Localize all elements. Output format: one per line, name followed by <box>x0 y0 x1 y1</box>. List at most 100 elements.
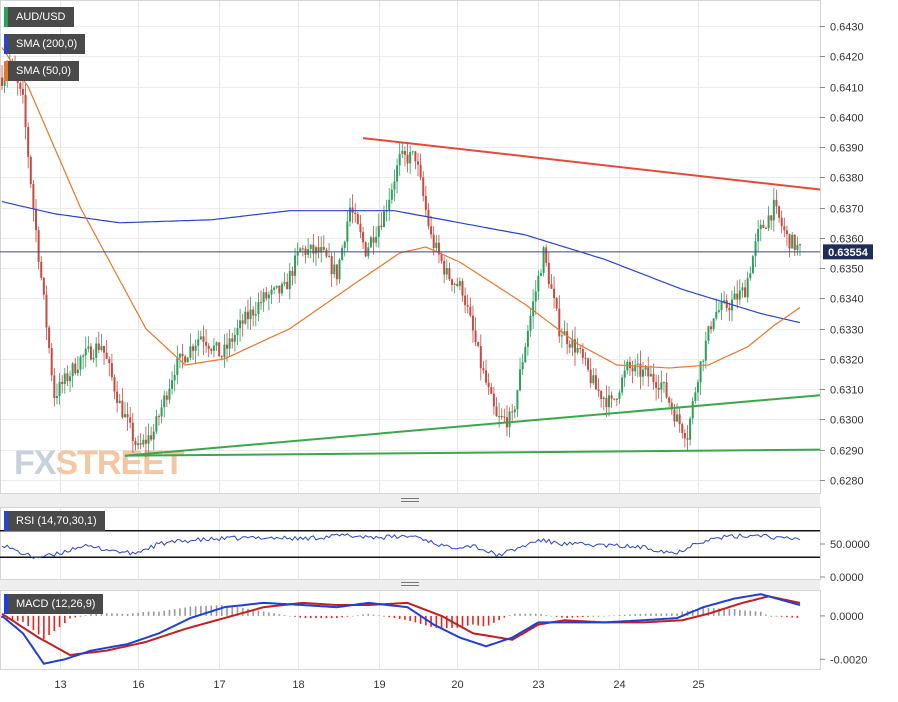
candle-body <box>301 248 304 250</box>
candle-body <box>403 150 406 155</box>
macd-histogram-bar <box>744 610 746 616</box>
macd-tick-label: 0.0000 <box>830 611 864 623</box>
candle-body <box>273 287 276 290</box>
candle-body <box>644 367 647 370</box>
candle-body <box>791 234 794 249</box>
sma50-swatch <box>4 61 8 81</box>
candle-body <box>759 224 762 229</box>
candle-body <box>631 368 634 372</box>
candle-body <box>139 443 142 445</box>
macd-swatch <box>4 594 8 614</box>
macd-histogram-bar <box>681 611 684 616</box>
candle-body <box>448 267 451 280</box>
candle-body <box>757 228 760 242</box>
candle-body <box>95 343 98 358</box>
candle-body <box>63 373 66 385</box>
macd-histogram-bar <box>294 615 296 617</box>
candle-body <box>710 326 713 330</box>
candle-body <box>244 311 247 324</box>
candle-body <box>328 256 331 258</box>
candle-body <box>110 363 113 378</box>
candle-body <box>691 400 694 419</box>
candle-body <box>668 397 671 403</box>
candle-body <box>437 242 440 255</box>
macd-histogram-bar <box>152 611 155 616</box>
macd-histogram-bar <box>477 615 479 626</box>
sma200-legend[interactable]: SMA (200,0) <box>4 34 86 54</box>
candle-body <box>100 345 103 351</box>
macd-histogram-bar <box>566 615 568 618</box>
candle-body <box>212 345 215 351</box>
sma50-legend[interactable]: SMA (50,0) <box>4 61 80 81</box>
candle-body <box>725 300 728 308</box>
time-axis: 13 16 17 18 19 20 23 24 25 <box>54 679 704 691</box>
candle-body <box>348 207 351 222</box>
candle-body <box>414 151 417 162</box>
candle-body <box>254 314 257 316</box>
macd-histogram-bar <box>618 615 621 616</box>
sma50-label: SMA (50,0) <box>16 65 72 77</box>
symbol-label[interactable]: AUD/USD <box>4 7 74 27</box>
candle-body <box>424 196 427 211</box>
macd-histogram-bar <box>430 615 432 627</box>
macd-histogram-bar <box>27 615 29 626</box>
rsi-legend[interactable]: RSI (14,70,30,1) <box>4 511 105 531</box>
macd-histogram-bar <box>330 615 333 619</box>
macd-histogram-bar <box>304 615 307 619</box>
candle-body <box>592 375 595 384</box>
candle-body <box>71 363 74 377</box>
candle-body <box>764 227 767 229</box>
macd-histogram-bar <box>650 613 652 616</box>
candle-body <box>545 247 548 263</box>
candle-body <box>113 377 116 392</box>
candle-body <box>605 397 608 408</box>
price-tick-label: 0.6400 <box>830 113 864 125</box>
candle-body <box>594 375 597 390</box>
candle-body <box>123 414 126 418</box>
macd-histogram-bar <box>278 614 281 616</box>
candle-body <box>571 339 574 348</box>
macd-histogram-bar <box>519 613 521 616</box>
candle-body <box>432 234 435 249</box>
macd-legend[interactable]: MACD (12,26,9) <box>4 594 104 614</box>
candle-body <box>108 358 111 364</box>
price-tick-label: 0.6410 <box>830 83 864 95</box>
macd-histogram-bar <box>498 615 500 621</box>
candle-body <box>220 356 223 358</box>
candle-body <box>24 94 27 127</box>
candle-body <box>469 306 472 316</box>
candle-body <box>534 291 537 302</box>
time-tick-label: 20 <box>451 679 463 691</box>
macd-histogram-bar <box>435 615 438 628</box>
pane-splitter-2[interactable] <box>0 580 820 590</box>
candle-body <box>775 199 778 207</box>
macd-histogram-bar <box>309 615 312 619</box>
macd-histogram-bar <box>419 615 422 624</box>
candle-body <box>320 246 323 253</box>
macd-histogram-bar <box>765 614 767 616</box>
macd-histogram-bar <box>508 615 511 616</box>
candle-body <box>696 382 699 393</box>
candle-body <box>231 338 234 342</box>
macd-histogram-bar <box>252 609 254 616</box>
time-tick-label: 24 <box>613 679 625 691</box>
macd-label: MACD (12,26,9) <box>16 598 96 610</box>
candle-body <box>589 369 592 384</box>
candle-body <box>142 439 145 445</box>
candle-body <box>560 335 563 337</box>
macd-histogram-bar <box>37 615 40 635</box>
candle-body <box>487 382 490 387</box>
candle-body <box>537 275 540 292</box>
macd-histogram-bar <box>74 615 77 618</box>
macd-histogram-bar <box>524 613 527 616</box>
macd-histogram-bar <box>377 615 380 617</box>
candle-body <box>343 241 346 248</box>
macd-histogram-bar <box>179 608 181 616</box>
candle-body <box>665 382 668 398</box>
candle-body <box>516 390 519 410</box>
pane-splitter-1[interactable] <box>0 494 820 507</box>
macd-histogram-bar <box>100 613 103 616</box>
macd-histogram-bar <box>404 615 406 620</box>
candle-body <box>508 411 511 428</box>
candle-body <box>314 247 317 254</box>
